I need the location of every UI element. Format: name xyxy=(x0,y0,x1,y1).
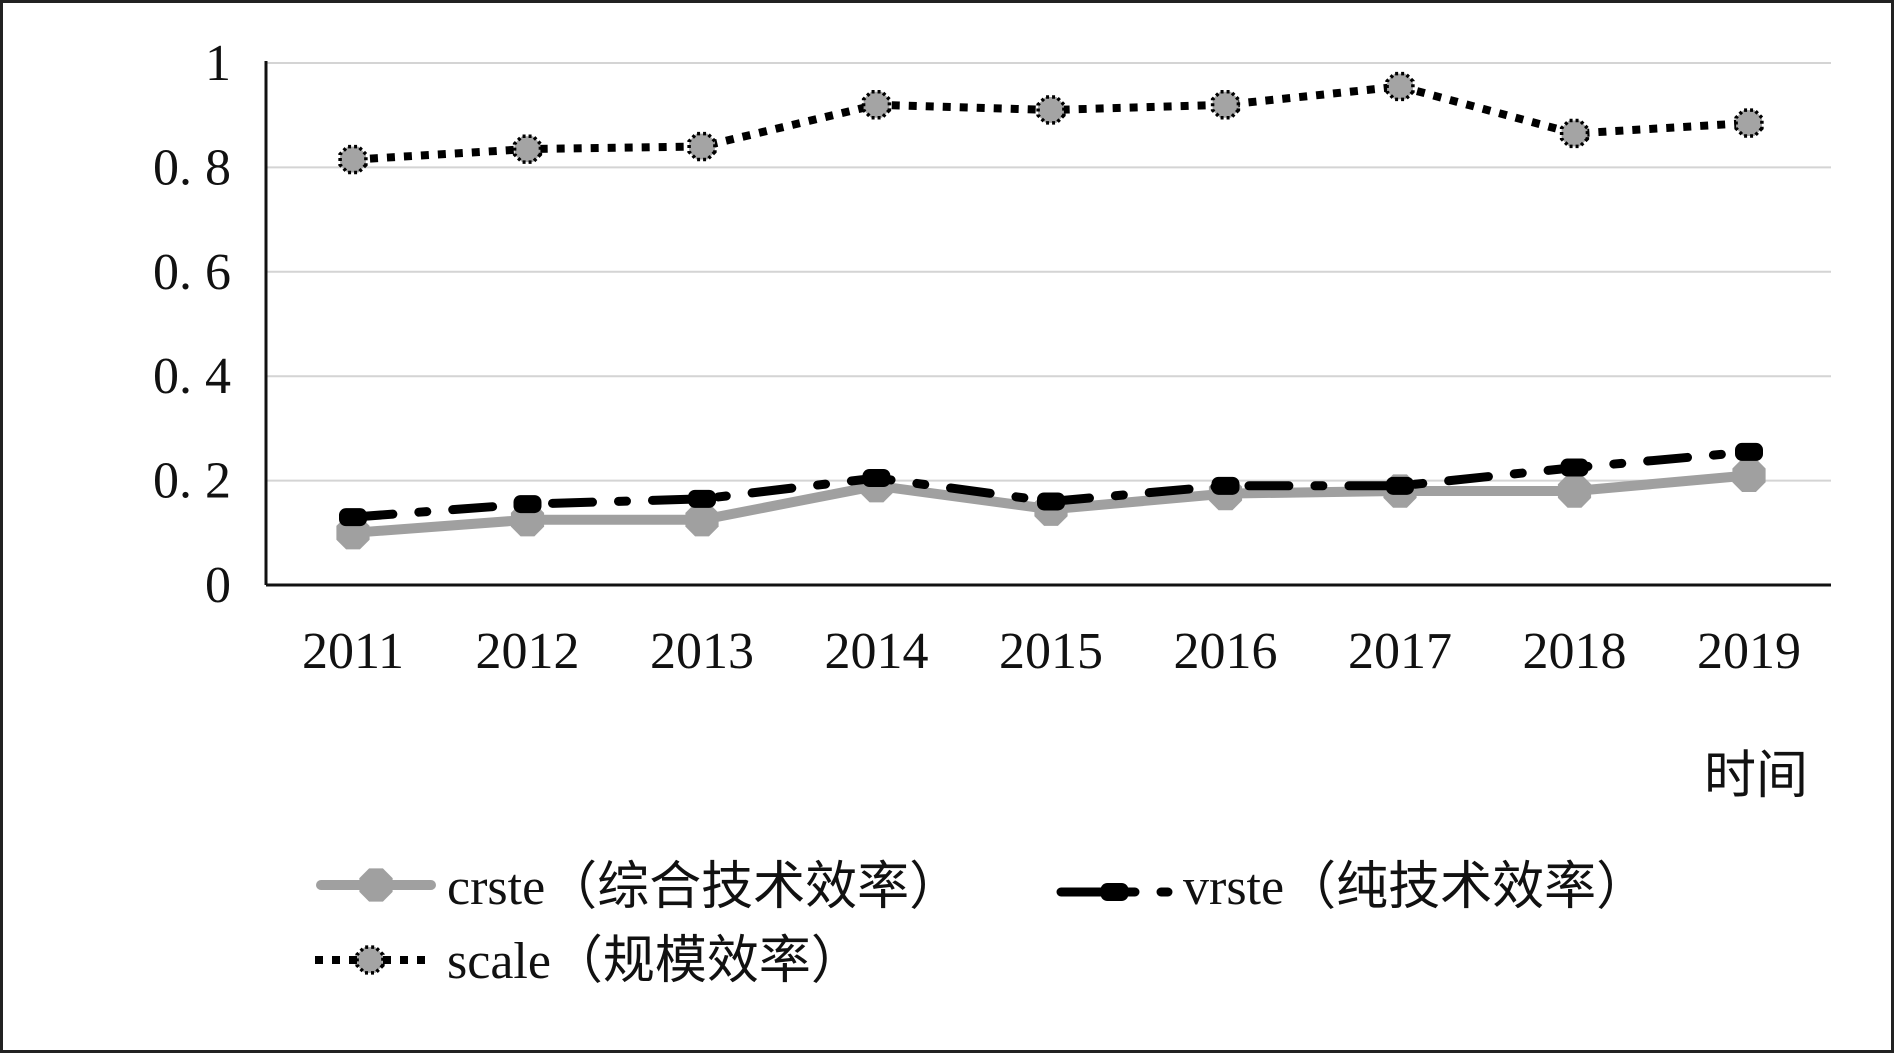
legend-label: crste（综合技术效率） xyxy=(447,859,961,916)
legend-label: scale（规模效率） xyxy=(447,933,863,990)
legend-label: vrste（纯技术效率） xyxy=(1183,859,1648,916)
legend-item: vrste（纯技术效率） xyxy=(1056,859,1648,916)
data-point-marker xyxy=(1559,118,1590,149)
x-tick-label: 2013 xyxy=(650,623,754,680)
data-point-marker xyxy=(1036,95,1066,125)
x-tick-label: 2014 xyxy=(825,623,929,680)
series-2 xyxy=(338,71,1764,175)
data-point-marker xyxy=(1560,458,1589,477)
data-point-marker xyxy=(512,134,543,164)
series-1 xyxy=(339,442,1763,527)
x-tick-label: 2015 xyxy=(999,623,1103,680)
x-tick-label: 2019 xyxy=(1697,623,1801,680)
data-point-marker xyxy=(355,945,385,975)
legend-item: scale（规模效率） xyxy=(315,933,863,990)
x-tick-labels: 2011 2012 2013 2014 2015 2016 2017 2018 2019 xyxy=(302,623,1801,680)
x-tick-label: 2012 xyxy=(476,623,580,680)
data-point-marker xyxy=(861,90,892,120)
y-tick-labels: 0 0. 2 0. 4 0. 6 0. 8 1 xyxy=(153,35,231,614)
x-axis-label: 时间 xyxy=(1704,748,1808,805)
x-tick-label: 2017 xyxy=(1348,623,1452,680)
data-point-marker xyxy=(1210,90,1241,120)
y-tick-label: 0. 6 xyxy=(153,244,231,301)
data-point-marker xyxy=(1735,442,1763,461)
data-point-marker xyxy=(1100,883,1129,901)
data-point-marker xyxy=(1386,476,1414,495)
data-point-marker xyxy=(862,468,891,487)
y-tick-label: 1 xyxy=(205,35,231,92)
axes xyxy=(264,61,1831,587)
data-point-marker xyxy=(1037,492,1065,511)
data-point-marker xyxy=(688,489,716,508)
legend: crste（综合技术效率） vrste（纯技术效率） scale（规模效率） xyxy=(315,859,1648,990)
series-lines xyxy=(336,71,1766,550)
gridlines xyxy=(266,62,1831,482)
data-point-marker xyxy=(1211,476,1240,495)
legend-item: crste（综合技术效率） xyxy=(316,859,961,916)
data-point-marker xyxy=(1732,458,1766,492)
y-tick-label: 0 xyxy=(205,557,231,614)
data-point-marker xyxy=(359,868,393,902)
data-point-marker xyxy=(1734,108,1764,138)
x-tick-label: 2018 xyxy=(1523,623,1627,680)
x-tick-label: 2011 xyxy=(302,623,404,680)
line-chart: 00. 20. 40. 60. 81 2011 2012 2013 2014 2015 2… xyxy=(153,35,1831,990)
data-point-marker xyxy=(1557,474,1592,508)
data-point-marker xyxy=(685,503,719,537)
data-point-marker xyxy=(338,144,368,175)
data-point-marker xyxy=(687,131,717,162)
y-tick-label: 0. 8 xyxy=(153,139,231,196)
x-tick-label: 2016 xyxy=(1174,623,1278,680)
data-point-marker xyxy=(339,508,367,527)
y-tick-label: 0. 4 xyxy=(153,348,231,405)
data-point-marker xyxy=(1385,71,1415,102)
data-point-marker xyxy=(513,495,542,514)
y-tick-label: 0. 2 xyxy=(153,453,231,510)
